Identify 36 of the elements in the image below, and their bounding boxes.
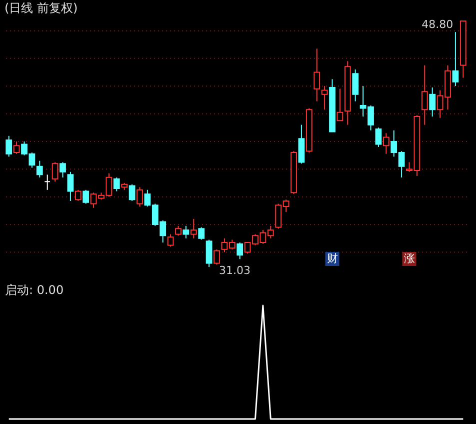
candlestick bbox=[136, 186, 143, 208]
annotation: 财 bbox=[326, 252, 338, 265]
candlestick bbox=[375, 127, 382, 148]
candlestick bbox=[336, 88, 344, 122]
candlestick bbox=[113, 176, 120, 192]
candlestick bbox=[167, 234, 174, 248]
candlestick bbox=[198, 226, 205, 240]
candlestick bbox=[44, 174, 51, 190]
candlestick bbox=[52, 162, 58, 182]
candlestick bbox=[214, 248, 220, 266]
candlestick bbox=[321, 86, 328, 110]
annotation: 31.03 bbox=[219, 264, 251, 277]
candlestick bbox=[74, 189, 82, 202]
candlestick bbox=[421, 64, 428, 126]
candlestick bbox=[452, 32, 459, 87]
candlestick bbox=[206, 239, 212, 268]
candlestick bbox=[128, 184, 136, 202]
candlestick bbox=[352, 68, 359, 102]
candlestick bbox=[298, 124, 305, 164]
candlestick bbox=[190, 218, 197, 239]
candlestick bbox=[67, 171, 74, 202]
candlestick bbox=[182, 225, 190, 239]
chart-title: (日线 前复权) bbox=[4, 1, 78, 15]
candlestick bbox=[13, 140, 20, 154]
candlestick bbox=[36, 160, 43, 178]
candlestick bbox=[175, 225, 182, 236]
chart-title: 启动: 0.00 bbox=[5, 283, 64, 297]
candlestick bbox=[60, 162, 66, 178]
candlestick bbox=[314, 48, 320, 102]
annotation: 48.80 bbox=[422, 18, 454, 31]
candlestick bbox=[429, 86, 436, 118]
candlestick bbox=[236, 242, 244, 260]
candlestick bbox=[82, 189, 90, 204]
candlestick bbox=[6, 135, 12, 158]
candlestick bbox=[382, 132, 390, 154]
annotation: 涨 bbox=[404, 252, 415, 265]
